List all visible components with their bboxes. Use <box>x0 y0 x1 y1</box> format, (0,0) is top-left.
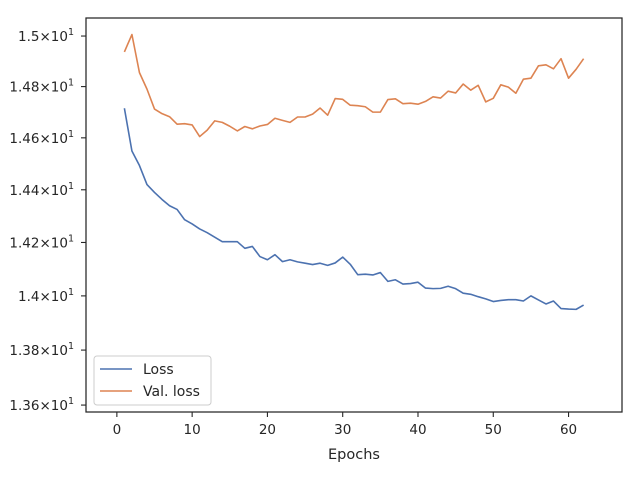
y-axis: 1.36×101 1.38×101 1.4×101 1.42×101 1.44×101 1… <box>9 27 86 414</box>
x-tick-label: 0 <box>113 422 122 438</box>
y-tick-label: 1.36×101 <box>9 396 74 414</box>
y-tick-label: 1.38×101 <box>9 341 74 359</box>
legend-label-loss: Loss <box>143 362 174 378</box>
y-tick-label: 1.4×101 <box>18 287 74 305</box>
y-tick-label: 1.44×101 <box>9 181 74 199</box>
series-line-loss <box>123 108 585 311</box>
legend: Loss Val. loss <box>93 355 212 406</box>
series-line-val-loss <box>123 33 585 138</box>
x-tick-label: 40 <box>409 422 426 438</box>
x-tick-label: 10 <box>184 422 201 438</box>
y-tick-label: 1.42×101 <box>9 233 74 251</box>
y-tick-label: 1.48×101 <box>9 78 74 96</box>
legend-label-val-loss: Val. loss <box>143 384 200 400</box>
series-lines <box>123 33 585 311</box>
x-tick-label: 20 <box>259 422 276 438</box>
y-tick-label: 1.5×101 <box>18 27 74 45</box>
x-axis-title: Epochs <box>328 447 380 463</box>
plot-frame <box>85 17 623 413</box>
x-tick-label: 60 <box>560 422 577 438</box>
x-axis: 0 10 20 30 40 50 60 <box>113 412 577 438</box>
y-tick-label: 1.46×101 <box>9 129 74 147</box>
x-tick-label: 30 <box>334 422 351 438</box>
x-tick-label: 50 <box>485 422 502 438</box>
